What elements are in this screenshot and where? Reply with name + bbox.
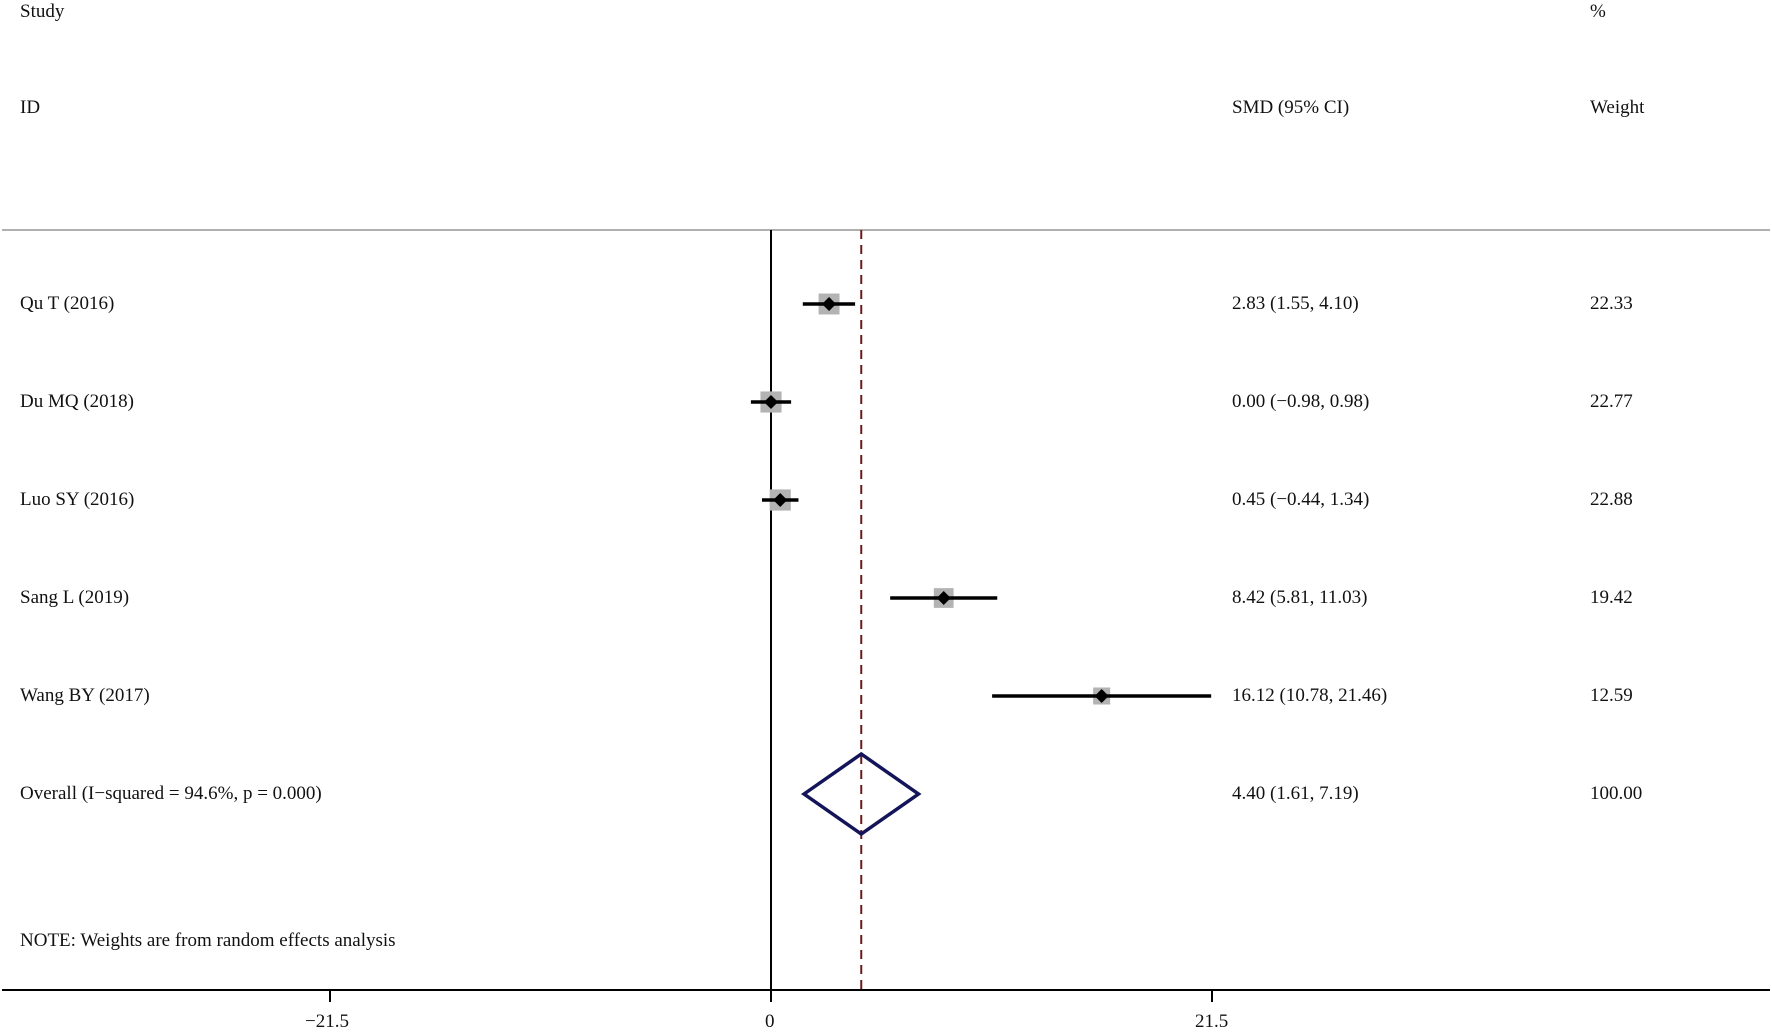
effect-ci-text: 16.12 (10.78, 21.46) bbox=[1232, 685, 1388, 706]
study-label: Sang L (2019) bbox=[20, 587, 130, 608]
overall-diamond bbox=[800, 751, 922, 837]
effect-ci-text: 0.45 (−0.44, 1.34) bbox=[1232, 489, 1370, 510]
point-estimate bbox=[1094, 689, 1109, 703]
point-estimate bbox=[773, 493, 788, 507]
point-estimate bbox=[764, 395, 778, 409]
weight-text: 22.77 bbox=[1590, 391, 1633, 412]
point-estimate bbox=[936, 591, 951, 605]
study-label: Qu T (2016) bbox=[20, 293, 115, 314]
weight-text: 19.42 bbox=[1590, 587, 1633, 608]
weight-text: 22.88 bbox=[1590, 489, 1633, 510]
x-tick-label: 21.5 bbox=[1195, 1011, 1229, 1032]
study-label: Luo SY (2016) bbox=[20, 489, 135, 510]
study-label: Du MQ (2018) bbox=[20, 391, 134, 412]
header-percent: % bbox=[1590, 1, 1606, 22]
header-weight: Weight bbox=[1590, 97, 1645, 118]
overall-weight-text: 100.00 bbox=[1590, 783, 1643, 804]
point-estimate bbox=[822, 297, 837, 311]
effect-ci-text: 8.42 (5.81, 11.03) bbox=[1232, 587, 1368, 608]
study-label: Wang BY (2017) bbox=[20, 685, 150, 706]
effect-ci-text: 0.00 (−0.98, 0.98) bbox=[1232, 391, 1370, 412]
header-study: Study bbox=[20, 1, 65, 22]
overall-ci-text: 4.40 (1.61, 7.19) bbox=[1232, 783, 1359, 804]
x-tick-label: 0 bbox=[765, 1011, 775, 1032]
effect-ci-text: 2.83 (1.55, 4.10) bbox=[1232, 293, 1359, 314]
header-effect: SMD (95% CI) bbox=[1232, 97, 1350, 118]
note-text: NOTE: Weights are from random effects an… bbox=[20, 930, 396, 951]
header-id: ID bbox=[20, 97, 41, 118]
x-tick-label: −21.5 bbox=[305, 1011, 349, 1032]
weight-text: 22.33 bbox=[1590, 293, 1633, 314]
overall-label: Overall (I−squared = 94.6%, p = 0.000) bbox=[20, 783, 322, 804]
weight-text: 12.59 bbox=[1590, 685, 1633, 706]
